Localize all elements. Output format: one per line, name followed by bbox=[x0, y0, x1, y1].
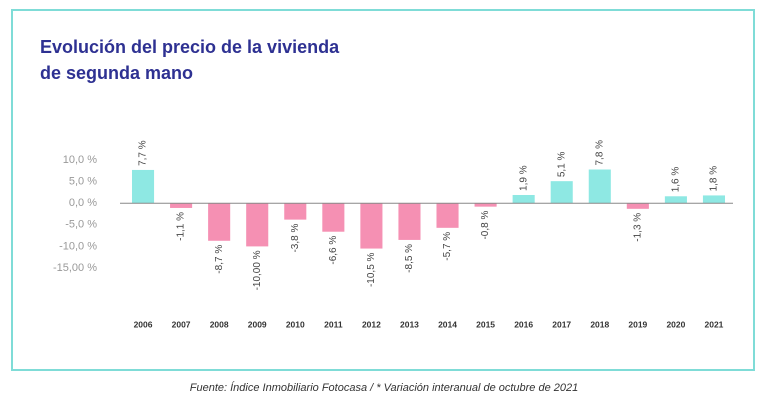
value-label: -6,6 % bbox=[328, 236, 339, 265]
y-tick-label: -5,0 % bbox=[65, 219, 97, 231]
value-label: 7,8 % bbox=[594, 140, 605, 166]
bar bbox=[664, 196, 687, 204]
value-label: -3,8 % bbox=[290, 224, 301, 253]
chart-title: Evolución del precio de la vivienda bbox=[40, 37, 340, 57]
bar bbox=[588, 169, 611, 204]
bar bbox=[322, 203, 345, 232]
bar bbox=[360, 203, 383, 249]
value-label: -10,00 % bbox=[252, 250, 263, 290]
y-tick-label: -15,00 % bbox=[53, 262, 97, 274]
y-tick-label: 5,0 % bbox=[69, 176, 97, 188]
value-label: 1,9 % bbox=[518, 165, 529, 191]
value-label: -10,5 % bbox=[366, 252, 377, 287]
x-tick-label: 2009 bbox=[248, 319, 267, 329]
value-label: -5,7 % bbox=[442, 232, 453, 261]
x-tick-label: 2021 bbox=[705, 319, 724, 329]
x-tick-label: 2011 bbox=[324, 319, 343, 329]
x-tick-label: 2018 bbox=[590, 319, 609, 329]
value-label: -1,3 % bbox=[632, 213, 643, 242]
value-label: -0,8 % bbox=[480, 211, 491, 240]
bar bbox=[208, 203, 231, 241]
x-tick-label: 2016 bbox=[514, 319, 533, 329]
x-tick-label: 2013 bbox=[400, 319, 419, 329]
chart-subtitle: de segunda mano bbox=[40, 63, 193, 83]
bar bbox=[398, 203, 421, 240]
y-tick-label: -10,0 % bbox=[59, 240, 97, 252]
x-tick-label: 2020 bbox=[666, 319, 685, 329]
frame bbox=[11, 9, 755, 371]
bar bbox=[626, 203, 649, 209]
y-tick-label: 0,0 % bbox=[69, 197, 97, 209]
x-tick-label: 2017 bbox=[552, 319, 571, 329]
bar bbox=[246, 203, 269, 247]
bar bbox=[474, 203, 497, 207]
y-tick-label: 10,0 % bbox=[63, 154, 97, 166]
bar bbox=[284, 203, 307, 220]
x-tick-label: 2007 bbox=[172, 319, 191, 329]
x-tick-label: 2019 bbox=[628, 319, 647, 329]
x-tick-label: 2014 bbox=[438, 319, 457, 329]
value-label: 1,8 % bbox=[709, 166, 720, 192]
value-label: 1,6 % bbox=[671, 167, 682, 193]
value-label: 7,7 % bbox=[138, 140, 149, 166]
value-label: 5,1 % bbox=[556, 151, 567, 177]
x-tick-label: 2010 bbox=[286, 319, 305, 329]
x-tick-label: 2006 bbox=[134, 319, 153, 329]
source: Fuente: Índice Inmobiliario Fotocasa / *… bbox=[190, 381, 579, 394]
value-label: -1,1 % bbox=[176, 212, 187, 241]
x-tick-label: 2015 bbox=[476, 319, 495, 329]
bar bbox=[131, 169, 155, 204]
bar bbox=[512, 194, 535, 204]
bar bbox=[170, 203, 193, 208]
value-label: -8,5 % bbox=[404, 244, 415, 273]
bar bbox=[436, 203, 459, 228]
x-tick-label: 2008 bbox=[210, 319, 229, 329]
x-tick-label: 2012 bbox=[362, 319, 381, 329]
bar bbox=[550, 181, 573, 204]
value-label: -8,7 % bbox=[214, 245, 225, 274]
bar bbox=[702, 195, 726, 204]
